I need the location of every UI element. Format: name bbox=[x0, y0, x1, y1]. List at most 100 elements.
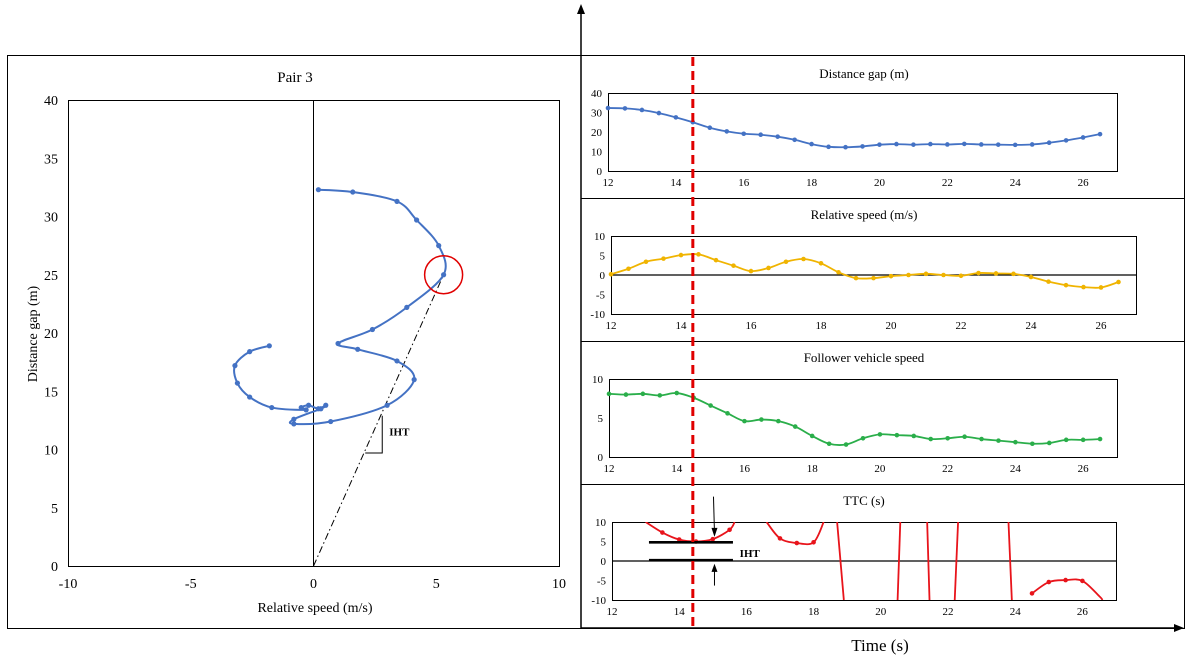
ttc-data-point bbox=[1046, 579, 1052, 585]
distance-data-point bbox=[945, 142, 950, 147]
phase-ytick-label: 15 bbox=[44, 385, 58, 400]
phase-data-point bbox=[335, 340, 341, 347]
follower-data-point bbox=[1063, 437, 1069, 443]
follower-series-line bbox=[608, 392, 1101, 446]
ttc-xtick-label: 20 bbox=[875, 606, 887, 618]
follower-data-point bbox=[928, 436, 934, 442]
follower-xtick-label: 26 bbox=[1078, 463, 1090, 475]
phase-iht-bracket bbox=[365, 415, 383, 454]
ttc-series-line bbox=[926, 522, 931, 600]
distance-data-point bbox=[792, 137, 797, 143]
phase-xtick-label: -5 bbox=[185, 577, 197, 592]
relative-ytick-label: 0 bbox=[600, 270, 606, 282]
ttc-series-line bbox=[896, 522, 902, 600]
ttc-xtick-label: 26 bbox=[1077, 606, 1089, 618]
distance-data-point bbox=[1080, 135, 1086, 140]
distance-xtick-label: 16 bbox=[738, 177, 750, 189]
phase-data-point bbox=[436, 243, 442, 249]
phase-data-point bbox=[355, 346, 361, 352]
distance-data-point bbox=[1012, 142, 1018, 148]
follower-xtick-label: 22 bbox=[942, 463, 953, 475]
phase-plot: Pair 3 Relative speed (m/s) Distance gap… bbox=[26, 70, 566, 616]
ttc-data-point bbox=[676, 537, 682, 542]
follower-xtick-label: 14 bbox=[671, 463, 683, 475]
phase-title: Pair 3 bbox=[277, 70, 312, 86]
distance-data-point bbox=[911, 142, 916, 147]
phase-data-point bbox=[369, 326, 376, 333]
ttc-clipped-series bbox=[645, 522, 1104, 600]
distance-xtick-label: 24 bbox=[1010, 177, 1022, 189]
ttc-xtick-label: 18 bbox=[808, 606, 820, 618]
relative-xtick-label: 16 bbox=[746, 320, 758, 332]
phase-ytick-label: 35 bbox=[44, 152, 58, 167]
distance-data-point bbox=[860, 144, 865, 149]
distance-data-point bbox=[962, 141, 967, 147]
phase-ytick-label: 30 bbox=[44, 211, 58, 226]
ttc-data-point bbox=[1029, 591, 1035, 596]
ttc-xtick-label: 12 bbox=[607, 606, 618, 618]
relative-data-point bbox=[888, 273, 894, 279]
follower-xtick-label: 24 bbox=[1010, 463, 1022, 475]
follower-data-point bbox=[725, 411, 730, 416]
relative-ytick-label: -5 bbox=[596, 290, 606, 302]
distance-data-point bbox=[894, 141, 899, 147]
horizontal-arrowhead-icon bbox=[1174, 624, 1184, 632]
relative-data-point bbox=[1011, 271, 1016, 277]
phase-data-point bbox=[411, 377, 417, 383]
distance-ytick-label: 40 bbox=[591, 88, 603, 100]
follower-data-point bbox=[674, 390, 680, 396]
relative-ytick-label: -10 bbox=[590, 309, 605, 321]
relative-data-point bbox=[958, 273, 964, 279]
relative-data-point bbox=[1063, 282, 1069, 288]
distance-xtick-label: 26 bbox=[1078, 177, 1090, 189]
phase-data-point bbox=[328, 418, 334, 425]
follower-data-point bbox=[792, 424, 798, 429]
ttc-xtick-label: 22 bbox=[943, 606, 954, 618]
ttc-ytick-label: -5 bbox=[597, 576, 607, 588]
follower-ytick-label: 0 bbox=[598, 452, 604, 464]
phase-data-point bbox=[441, 272, 447, 278]
phase-data-point bbox=[232, 363, 238, 369]
distance-ytick-label: 20 bbox=[591, 127, 603, 139]
relative-data-point bbox=[993, 271, 999, 276]
distance-xtick-label: 14 bbox=[670, 177, 682, 189]
relative-ytick-label: 10 bbox=[594, 231, 606, 243]
relative-xtick-label: 14 bbox=[676, 320, 688, 332]
phase-xlabel: Relative speed (m/s) bbox=[257, 601, 372, 616]
phase-highlight-circle bbox=[423, 255, 464, 295]
distance-data-point bbox=[707, 125, 713, 131]
phase-ytick-label: 20 bbox=[44, 327, 58, 342]
follower-xtick-label: 16 bbox=[739, 463, 751, 475]
ttc-arrowhead-down-icon bbox=[711, 527, 718, 537]
distance-data-point bbox=[978, 142, 984, 147]
relative-data-point bbox=[906, 272, 911, 278]
phase-ytick-label: 5 bbox=[51, 502, 58, 517]
distance-data-point bbox=[877, 142, 882, 147]
phase-data-point bbox=[298, 404, 304, 411]
follower-data-point bbox=[640, 391, 646, 397]
follower-data-point bbox=[657, 393, 663, 398]
relative-data-point bbox=[731, 263, 736, 268]
ttc-series-line bbox=[645, 522, 736, 543]
distance-ytick-label: 0 bbox=[597, 166, 603, 178]
distance-data-point bbox=[775, 134, 780, 139]
relative-data-point bbox=[941, 272, 946, 278]
phase-ytick-label: 10 bbox=[44, 444, 58, 459]
relative-data-point bbox=[696, 252, 701, 257]
follower-data-point bbox=[623, 392, 629, 397]
distance-data-point bbox=[1063, 138, 1069, 143]
follower-data-point bbox=[606, 391, 612, 397]
time-axis-label: Time (s) bbox=[851, 636, 908, 655]
composite-axes: Time (s) bbox=[577, 4, 1184, 655]
relative-data-point bbox=[643, 259, 649, 265]
follower-data-point bbox=[877, 432, 883, 437]
relative-data-point bbox=[1081, 284, 1086, 290]
phase-data-point bbox=[414, 217, 420, 223]
phase-data-point bbox=[291, 416, 297, 422]
relative-title: Relative speed (m/s) bbox=[811, 207, 918, 222]
follower-xtick-label: 18 bbox=[807, 463, 819, 475]
phase-data-point bbox=[291, 421, 297, 427]
follower-data-point bbox=[843, 442, 849, 447]
relative-xtick-label: 18 bbox=[816, 320, 828, 332]
